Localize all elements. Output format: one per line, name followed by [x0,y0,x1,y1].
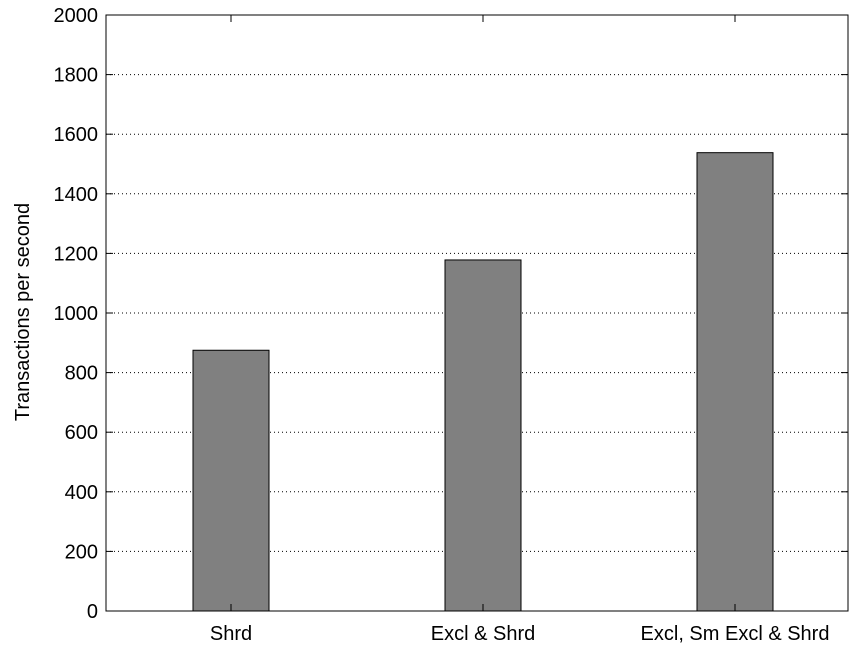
axes [105,14,849,612]
y-tick-label: 800 [65,363,98,385]
bar-excl-sm-excl-shrd [696,152,774,612]
x-tick-label: Excl, Sm Excl & Shrd [641,623,830,645]
y-axis-label: Transactions per second [12,203,34,421]
bars [192,152,774,612]
y-tick-label: 1600 [54,124,99,146]
y-tick-label: 600 [65,422,98,444]
y-tick-label: 400 [65,482,98,504]
y-tick-label: 2000 [54,5,99,27]
bar-excl-shrd [444,259,522,612]
x-tick-labels: Shrd Excl & Shrd Excl, Sm Excl & Shrd [210,623,830,645]
y-tick-label: 1200 [54,243,99,265]
bar-shrd [192,349,270,612]
y-tick-label: 1000 [54,303,99,325]
y-tick-label: 0 [87,601,98,623]
x-tick-label: Shrd [210,623,252,645]
y-tick-labels: 0 200 400 600 800 1000 1200 1400 1600 1800 2000 [54,5,99,623]
y-tick-label: 1400 [54,184,99,206]
y-tick-label: 200 [65,541,98,563]
x-tick-label: Excl & Shrd [431,623,535,645]
y-tick-label: 1800 [54,65,99,87]
